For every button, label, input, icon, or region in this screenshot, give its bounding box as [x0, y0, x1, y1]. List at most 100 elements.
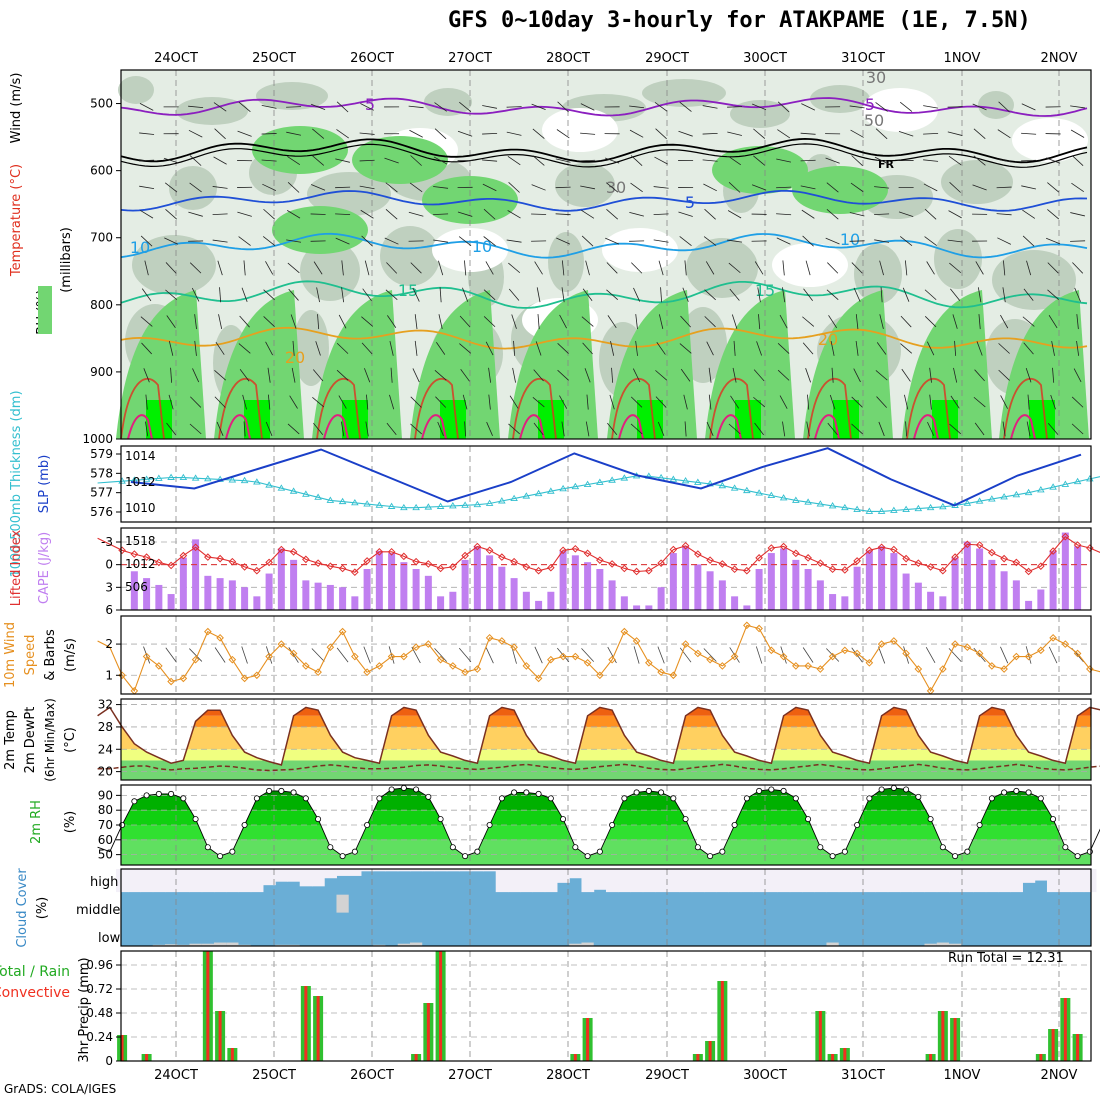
cape-bar-3 — [130, 571, 138, 610]
wind-barb-5-66 — [899, 236, 913, 247]
wind-barb-5-70 — [947, 239, 963, 243]
wind-barb-6-26 — [410, 262, 422, 274]
p4-ylabel-2: & Barbs — [43, 629, 58, 681]
precip-conv-bar-68 — [929, 1054, 933, 1061]
wind-barb-11-56 — [779, 395, 788, 409]
cape-bar-73 — [988, 559, 996, 610]
wind-barb-4-16 — [286, 210, 301, 219]
wind10-point-14 — [265, 652, 273, 661]
rh2m-point-32 — [486, 822, 493, 829]
cape-bar-68 — [927, 591, 935, 610]
wind-barb-0-76 — [1021, 103, 1036, 111]
wind-barb-3-68 — [923, 183, 938, 192]
wind-barb-4-58 — [801, 209, 815, 219]
wind-barb-1-44 — [629, 129, 644, 138]
cloud-high-clear-67 — [912, 869, 925, 893]
rh-moist-column-4 — [508, 290, 598, 439]
wind-barb-8-68 — [924, 316, 937, 328]
bottom-date-24OCT: 24OCT — [154, 1068, 198, 1083]
wind-barb-1-56 — [777, 129, 791, 139]
cloud-high-clear-81 — [1083, 869, 1097, 893]
wind-barb-7-62 — [853, 287, 861, 302]
contour-label-12: 50 — [864, 111, 884, 130]
p6-ytick-90: 90 — [98, 788, 113, 802]
wind-barb-3-52 — [728, 182, 741, 193]
rh2m-point-51 — [719, 848, 726, 855]
cape-bar-16 — [290, 559, 298, 610]
cloud-high-clear-2 — [115, 869, 129, 893]
wind-barb-2-52 — [728, 155, 741, 166]
li-point-24 — [387, 548, 396, 556]
wind-barb-2-78 — [1045, 157, 1061, 164]
wind-barb-2-10 — [213, 156, 227, 165]
li-point-65 — [890, 545, 898, 554]
rh2m-point-43 — [621, 795, 628, 802]
cloud-high-clear-27 — [422, 869, 435, 872]
p3-cape-tick-0: 1518 — [125, 534, 156, 548]
cloud-high-clear-59 — [814, 869, 827, 893]
bottom-date-31OCT: 31OCT — [841, 1068, 885, 1083]
wind-barb-2-38 — [555, 158, 571, 163]
wind-barb-6-72 — [975, 261, 984, 275]
p8-ytick-0.48: 0.48 — [86, 1006, 113, 1020]
wind-barb-6-8 — [189, 262, 202, 274]
wind-barb-9-16 — [292, 340, 295, 356]
p5-ylabel-0: 2m Temp — [3, 710, 18, 770]
rh2m-point-36 — [535, 790, 542, 797]
rh2m-point-52 — [731, 822, 738, 829]
p2-slp-tick-1012: 1012 — [125, 475, 156, 489]
wind-barb-7-36 — [536, 287, 541, 303]
wind-barb-9-78 — [1051, 340, 1055, 356]
wind-barb-10-42 — [611, 367, 614, 383]
wind-barb-1-66 — [898, 131, 914, 137]
wind-barb-11-28 — [435, 396, 447, 408]
rh-mid-blob-17 — [555, 163, 615, 207]
p6-ytick-70: 70 — [98, 818, 113, 832]
wind-barb-0-10 — [213, 102, 227, 112]
wind-barb-0-34 — [506, 106, 522, 108]
wind-barb-2-80 — [1071, 155, 1084, 166]
temp-contour-25-dome-9 — [1003, 378, 1048, 440]
wind-barb-0-66 — [899, 101, 913, 112]
wind10-point-79 — [1061, 640, 1070, 648]
cape-bar-21 — [351, 596, 359, 610]
wind-barb-12-50 — [706, 421, 714, 436]
contour-label-2: 5 — [685, 193, 695, 212]
wind-barb-7-58 — [803, 288, 813, 301]
wind10-barb-6 — [165, 647, 177, 663]
wind-barb-12-6 — [166, 422, 177, 436]
wind10-point-40 — [583, 658, 592, 667]
contour-label-0: 5 — [365, 95, 375, 114]
bottom-date-26OCT: 26OCT — [350, 1068, 394, 1083]
wind10-barb-68 — [925, 646, 936, 664]
wind-barb-11-4 — [145, 394, 148, 410]
p3-cape-tick-1: 1012 — [125, 557, 156, 571]
cape-bar-77 — [1037, 589, 1045, 610]
precip-conv-bar-28 — [439, 951, 443, 1061]
wind10-point-67 — [914, 665, 923, 673]
wind-barb-7-14 — [263, 289, 275, 301]
cloud-low-light-8 — [189, 943, 202, 946]
cloud-high-clear-7 — [177, 869, 190, 893]
wind-barb-7-38 — [561, 287, 565, 303]
p2-thick-tick-576: 576 — [90, 505, 113, 519]
wind-barb-5-10 — [212, 239, 228, 243]
wind-barb-11-8 — [190, 396, 202, 408]
wind-barb-4-6 — [165, 208, 177, 220]
wind-barb-2-40 — [580, 159, 596, 162]
top-date-25OCT: 25OCT — [252, 51, 296, 66]
wind-barb-6-54 — [754, 261, 764, 275]
wind-barb-7-74 — [1002, 287, 1006, 303]
wind-barb-8-16 — [290, 314, 297, 329]
wind10-barb-56 — [780, 646, 787, 664]
cape-bar-74 — [1000, 571, 1008, 610]
wind-barb-6-46 — [658, 260, 664, 276]
wind10-point-44 — [632, 637, 641, 645]
li-point-30 — [461, 551, 469, 560]
li-point-5 — [155, 558, 163, 567]
wind-barb-1-20 — [336, 129, 349, 139]
wind-barb-4-24 — [385, 208, 398, 220]
wind-barb-3-26 — [409, 182, 423, 193]
wind10-barb-32 — [485, 646, 494, 664]
wind-barb-2-54 — [753, 155, 766, 166]
